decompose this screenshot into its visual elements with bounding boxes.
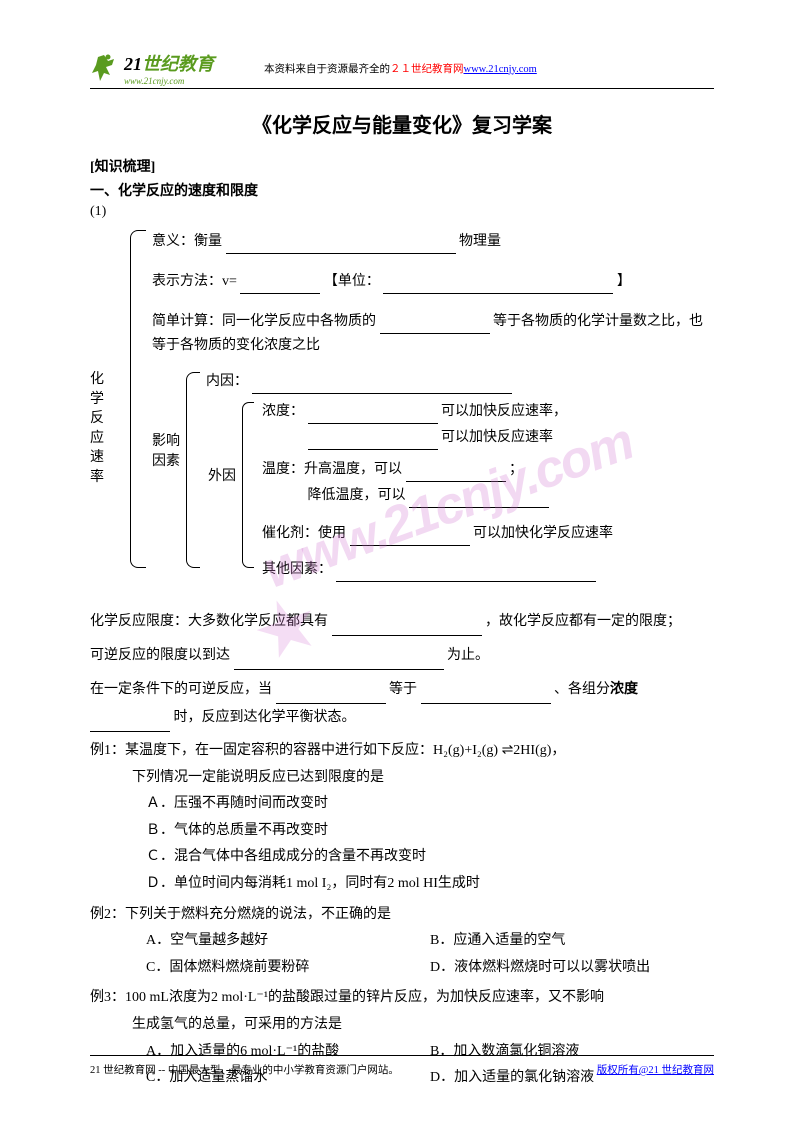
source-red: ２１世纪教育网	[390, 64, 464, 75]
text: 在一定条件下的可逆反应，当	[90, 682, 272, 697]
ex1-c: Ｃ．混合气体中各组成成分的含量不再改变时	[90, 844, 714, 871]
diagram-row-calc: 简单计算：同一化学反应中各物质的 等于各物质的化学计量数之比，也等于各物质的变化…	[152, 310, 714, 358]
page-footer: 21 世纪教育网 -- 中国最大型、最专业的中小学教育资源门户网站。 版权所有@…	[90, 1055, 714, 1077]
blank-field[interactable]	[308, 407, 438, 424]
section-label: [知识梳理]	[90, 156, 714, 176]
doc-title: 《化学反应与能量变化》复习学案	[90, 109, 714, 138]
factors-label: 影响因素	[152, 432, 180, 471]
ext-catalyst: 催化剂：使用 可以加快化学反应速率	[262, 522, 714, 546]
text: 物理量	[459, 234, 501, 249]
logo-name: 世纪教育	[142, 54, 214, 74]
blank-field[interactable]	[90, 715, 170, 732]
ext-temp-down: 降低温度，可以	[262, 484, 714, 508]
blank-field[interactable]	[252, 377, 512, 394]
concept-diagram: 化学反应速率 意义：衡量 物理量 表示方法：v= 【单位： 】 简单计算：同一化…	[90, 230, 714, 590]
ex1-a: Ａ．压强不再随时间而改变时	[90, 791, 714, 818]
footer-divider	[90, 1055, 714, 1056]
blank-field[interactable]	[406, 465, 506, 482]
logo-text: 21世纪教育 www.21cnjy.com	[124, 50, 214, 86]
ext-concentration: 浓度： 可以加快反应速率，	[262, 400, 714, 424]
footer-right-link[interactable]: 版权所有@21 世纪教育网	[597, 1062, 714, 1077]
para-reversible: 可逆反应的限度以到达 为止。	[90, 642, 714, 670]
text: 浓度：	[262, 404, 304, 419]
text: 内因：	[206, 374, 248, 389]
internal-cause: 内因：	[206, 370, 714, 394]
text: 【单位：	[324, 274, 380, 289]
header-source: 本资料来自于资源最齐全的２１世纪教育网www.21cnjy.com	[264, 61, 537, 76]
text: 等于	[389, 682, 417, 697]
blank-field[interactable]	[226, 237, 456, 254]
list-marker: (1)	[90, 204, 714, 220]
brace-icon	[242, 402, 254, 568]
runner-icon	[90, 53, 120, 83]
blank-field[interactable]	[380, 317, 490, 334]
text: 、各组分	[554, 682, 610, 697]
ex1-stem: 例1：某温度下，在一固定容积的容器中进行如下反应：H₂(g)+I₂(g) ⇌2H…	[90, 738, 714, 765]
text: 时，反应到达化学平衡状态。	[174, 710, 356, 725]
blank-field[interactable]	[240, 277, 320, 294]
ex1-d: Ｄ．单位时间内每消耗1 mol I₂，同时有2 mol HI生成时	[90, 871, 714, 898]
text: 温度：升高温度，可以	[262, 462, 402, 477]
ex2-b: B．应通入适量的空气	[430, 928, 714, 955]
text: 表示方法：v=	[152, 274, 237, 289]
ex3-stem: 例3：100 mL浓度为2 mol·L⁻¹的盐酸跟过量的锌片反应，为加快反应速率…	[90, 985, 714, 1012]
blank-field[interactable]	[332, 619, 482, 636]
footer-left: 21 世纪教育网 -- 中国最大型、最专业的中小学教育资源门户网站。	[90, 1062, 399, 1077]
blank-field[interactable]	[308, 433, 438, 450]
logo: 21世纪教育 www.21cnjy.com	[90, 50, 214, 86]
logo-url: www.21cnjy.com	[124, 76, 214, 86]
root-label: 化学反应速率	[90, 370, 104, 488]
para-equilibrium: 在一定条件下的可逆反应，当 等于 、各组分浓度 时，反应到达化学平衡状态。	[90, 676, 714, 732]
blank-field[interactable]	[234, 653, 444, 670]
text: 催化剂：使用	[262, 526, 346, 541]
ext-concentration2: 可以加快反应速率	[262, 426, 714, 450]
text: ；	[509, 462, 523, 477]
ex2-row2: C．固体燃料燃烧前要粉碎 D．液体燃料燃烧时可以以雾状喷出	[90, 955, 714, 982]
ext-temp-up: 温度：升高温度，可以 ；	[262, 458, 714, 482]
text: 可逆反应的限度以到达	[90, 648, 230, 663]
text: 降低温度，可以	[308, 488, 406, 503]
text-bold: 浓度	[610, 682, 638, 697]
para-limit: 化学反应限度：大多数化学反应都具有 ，故化学反应都有一定的限度；	[90, 608, 714, 636]
diagram-row-meaning: 意义：衡量 物理量	[152, 230, 714, 254]
ex1-stem2: 下列情况一定能说明反应已达到限度的是	[90, 765, 714, 792]
ex2-c: C．固体燃料燃烧前要粉碎	[146, 955, 430, 982]
ex3-stem2: 生成氢气的总量，可采用的方法是	[90, 1012, 714, 1039]
text: 其他因素：	[262, 562, 332, 577]
blank-field[interactable]	[336, 565, 596, 582]
example-2: 例2：下列关于燃料充分燃烧的说法，不正确的是 A．空气量越多越好 B．应通入适量…	[90, 902, 714, 982]
ex2-a: A．空气量越多越好	[146, 928, 430, 955]
text: 化学反应限度：大多数化学反应都具有	[90, 614, 328, 629]
blank-field[interactable]	[383, 277, 613, 294]
sub-heading: 一、化学反应的速度和限度	[90, 180, 714, 200]
brace-icon	[186, 372, 200, 568]
example-1: 例1：某温度下，在一固定容积的容器中进行如下反应：H₂(g)+I₂(g) ⇌2H…	[90, 738, 714, 898]
external-label: 外因	[208, 465, 236, 485]
text: 】	[617, 274, 631, 289]
text: 为止。	[447, 648, 489, 663]
source-prefix: 本资料来自于资源最齐全的	[264, 64, 390, 75]
text: 简单计算：同一化学反应中各物质的	[152, 314, 376, 329]
ex2-row1: A．空气量越多越好 B．应通入适量的空气	[90, 928, 714, 955]
ext-other: 其他因素：	[262, 558, 714, 582]
blank-field[interactable]	[276, 687, 386, 704]
blank-field[interactable]	[409, 491, 549, 508]
text: 可以加快反应速率，	[441, 404, 567, 419]
blank-field[interactable]	[350, 529, 470, 546]
source-link: www.21cnjy.com	[464, 64, 537, 75]
blank-field[interactable]	[421, 687, 551, 704]
text: ，故化学反应都有一定的限度；	[485, 614, 681, 629]
diagram-row-method: 表示方法：v= 【单位： 】	[152, 270, 714, 294]
page-header: 21世纪教育 www.21cnjy.com 本资料来自于资源最齐全的２１世纪教育…	[90, 50, 714, 86]
ex1-b: Ｂ．气体的总质量不再改变时	[90, 818, 714, 845]
text: 可以加快反应速率	[441, 430, 553, 445]
brace-icon	[130, 230, 146, 568]
header-divider	[90, 88, 714, 89]
logo-21: 21	[124, 54, 142, 74]
ex2-d: D．液体燃料燃烧时可以以雾状喷出	[430, 955, 714, 982]
text: 可以加快化学反应速率	[473, 526, 613, 541]
ex2-stem: 例2：下列关于燃料充分燃烧的说法，不正确的是	[90, 902, 714, 929]
text: 意义：衡量	[152, 234, 222, 249]
